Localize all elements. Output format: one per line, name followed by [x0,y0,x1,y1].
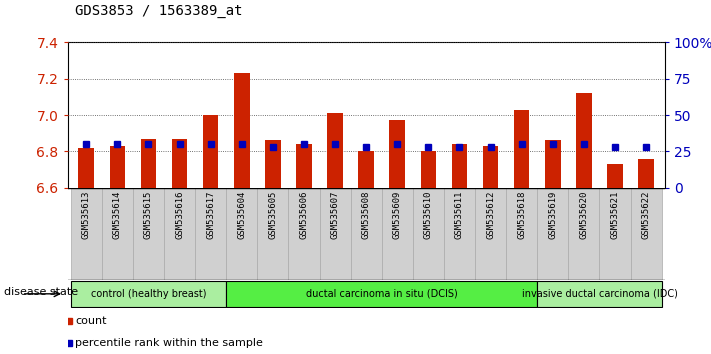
Text: GSM535619: GSM535619 [548,190,557,239]
Bar [195,188,226,280]
Text: GSM535604: GSM535604 [237,190,246,239]
Bar [78,148,94,188]
Bar [506,188,538,280]
Bar [109,146,125,188]
Text: GSM535614: GSM535614 [113,190,122,239]
Text: GSM535608: GSM535608 [362,190,370,239]
Text: GSM535612: GSM535612 [486,190,495,239]
Text: GSM535616: GSM535616 [175,190,184,239]
Bar [226,281,538,307]
Text: GSM535620: GSM535620 [579,190,589,239]
Bar [70,188,102,280]
Bar [133,188,164,280]
Bar [475,188,506,280]
Text: GDS3853 / 1563389_at: GDS3853 / 1563389_at [75,4,242,18]
Bar [545,141,560,188]
Bar [568,188,599,280]
Bar [421,152,436,188]
Text: disease state: disease state [4,287,77,297]
Bar [351,188,382,280]
Text: GSM535617: GSM535617 [206,190,215,239]
Bar [638,159,654,188]
Text: ductal carcinoma in situ (DCIS): ductal carcinoma in situ (DCIS) [306,289,458,299]
Text: GSM535605: GSM535605 [268,190,277,239]
Bar [327,113,343,188]
Text: GSM535615: GSM535615 [144,190,153,239]
Text: GSM535610: GSM535610 [424,190,433,239]
Bar [226,188,257,280]
Bar [413,188,444,280]
Text: GSM535622: GSM535622 [641,190,651,239]
Bar [319,188,351,280]
Bar [451,144,467,188]
Bar [538,281,662,307]
Bar [257,188,289,280]
Bar [358,152,374,188]
Bar [70,281,226,307]
Bar [483,146,498,188]
Bar [390,120,405,188]
Bar [444,188,475,280]
Text: GSM535618: GSM535618 [517,190,526,239]
Text: invasive ductal carcinoma (IDC): invasive ductal carcinoma (IDC) [522,289,678,299]
Bar [102,188,133,280]
Bar [382,188,413,280]
Bar [172,139,187,188]
Bar [141,139,156,188]
Text: GSM535613: GSM535613 [82,190,91,239]
Text: GSM535607: GSM535607 [331,190,340,239]
Bar [203,115,218,188]
Bar [538,188,568,280]
Text: GSM535606: GSM535606 [299,190,309,239]
Bar [599,188,631,280]
Bar [234,73,250,188]
Text: GSM535609: GSM535609 [392,190,402,239]
Bar [514,110,530,188]
Bar [607,164,623,188]
Bar [631,188,662,280]
Bar [164,188,195,280]
Text: count: count [75,316,107,326]
Text: percentile rank within the sample: percentile rank within the sample [75,338,263,348]
Text: GSM535621: GSM535621 [611,190,619,239]
Text: control (healthy breast): control (healthy breast) [91,289,206,299]
Bar [296,144,311,188]
Bar [265,141,281,188]
Text: GSM535611: GSM535611 [455,190,464,239]
Bar [576,93,592,188]
Bar [289,188,319,280]
